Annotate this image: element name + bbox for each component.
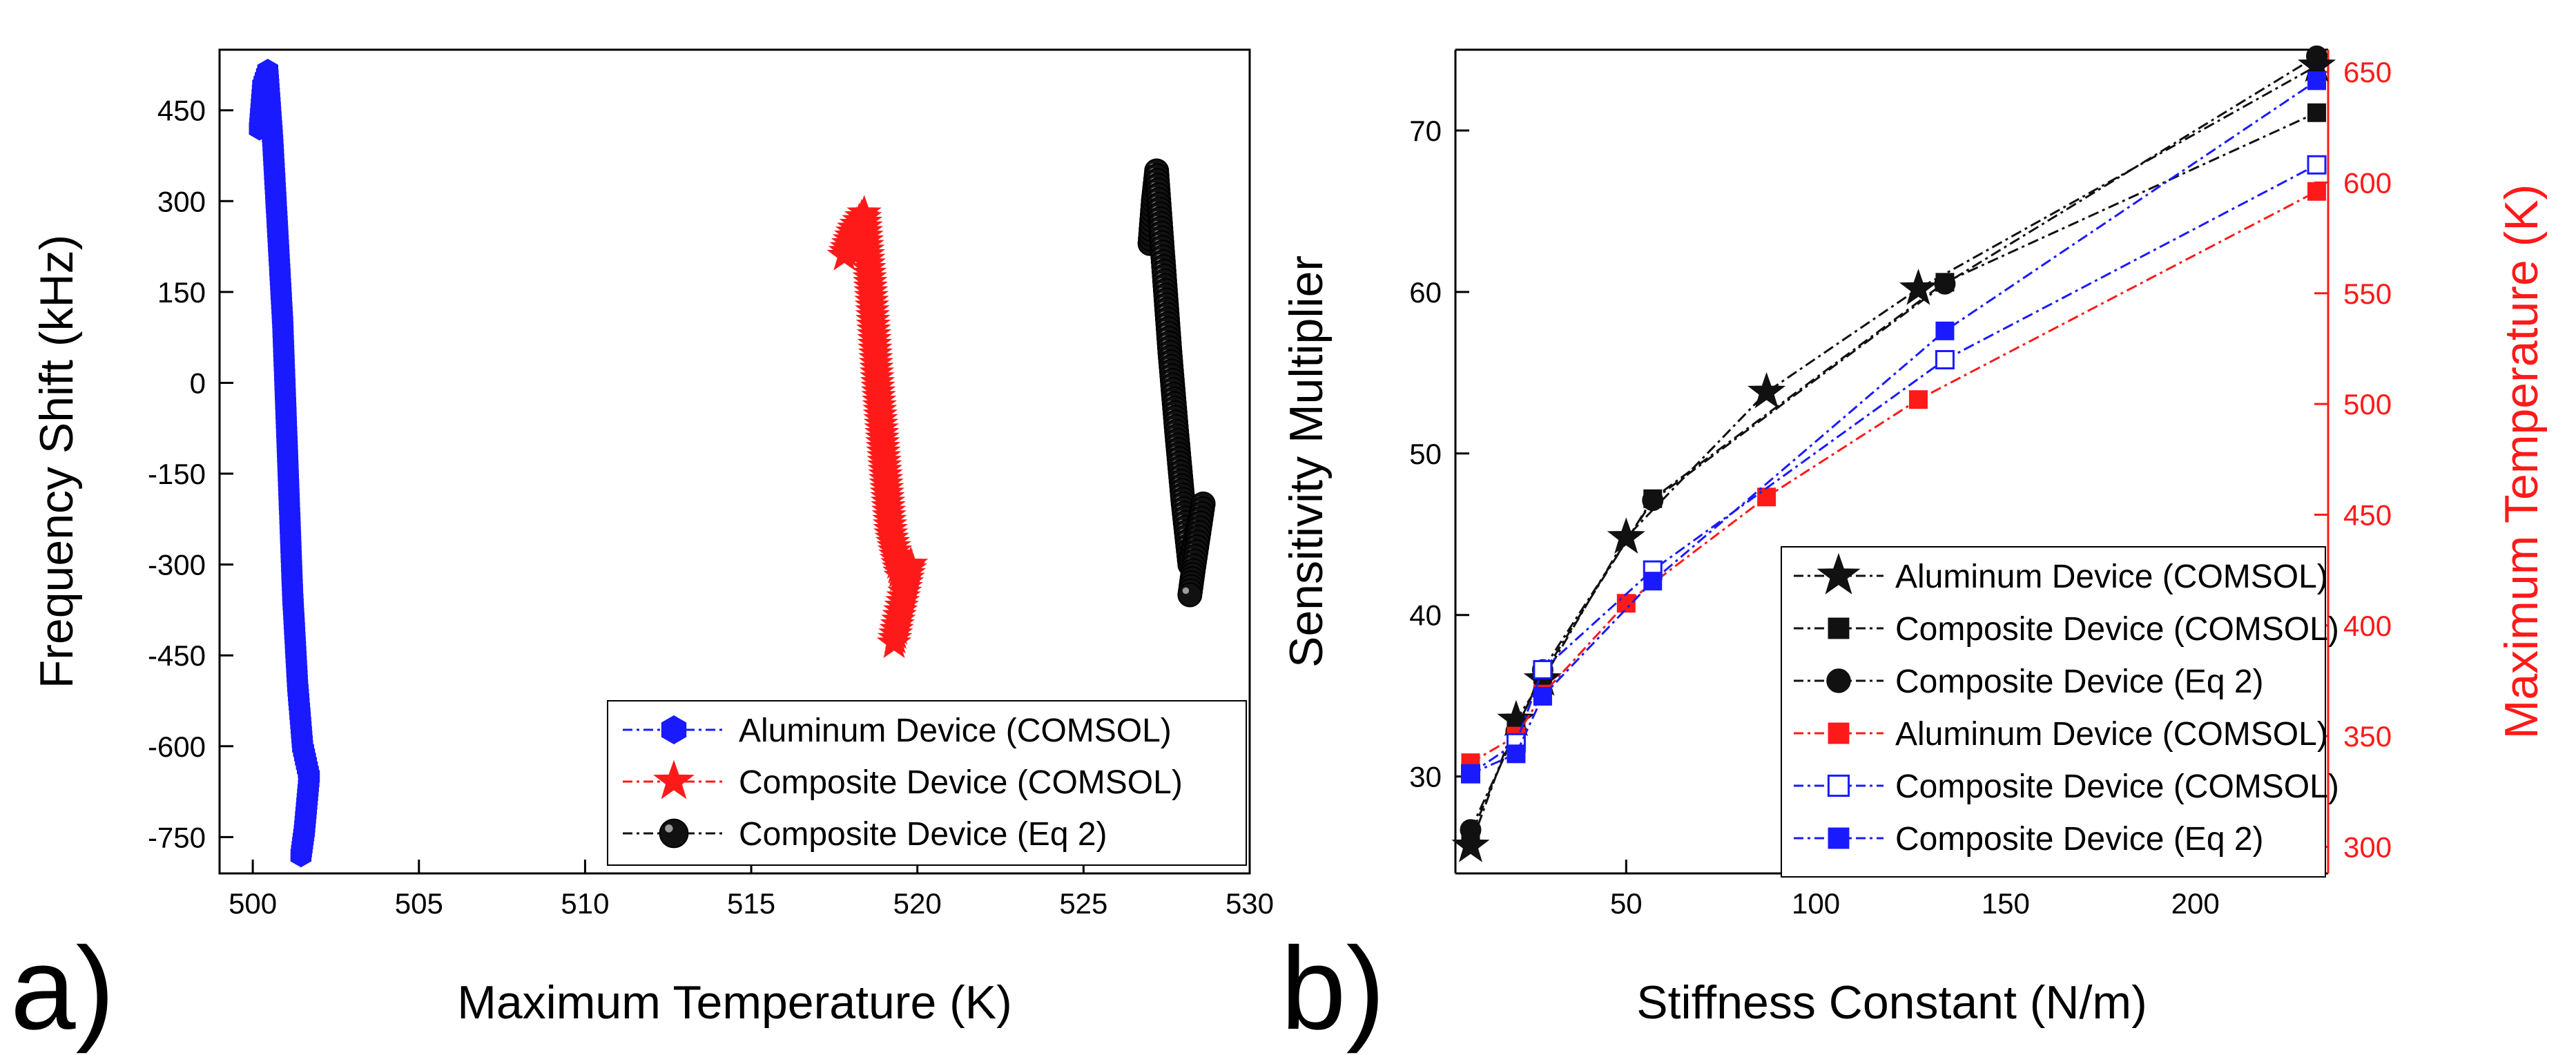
data-point — [1177, 582, 1203, 608]
y2-tick-label: 550 — [2343, 278, 2392, 310]
data-point — [1934, 273, 1956, 295]
panel-b-chart: 50 100 150 200 30 40 50 60 70 300 350 400 450 500 550 6… — [1280, 45, 2548, 1054]
legend-marker — [1826, 668, 1851, 693]
y2-tick-label: 350 — [2343, 720, 2392, 753]
y2-tick-label: 300 — [2343, 831, 2392, 864]
x-tick-label: 510 — [561, 887, 609, 920]
panel-a-chart: 500 505 510 515 520 525 530 -750 -600 -450 -300 -15… — [10, 48, 1274, 1054]
y-tick-label: 40 — [1409, 599, 1442, 632]
legend-label: Composite Device (Eq 2) — [739, 816, 1107, 853]
x-tick-label: 150 — [1982, 887, 2030, 920]
y-tick-label: 30 — [1409, 761, 1442, 793]
y-tick-label: -750 — [148, 821, 206, 853]
data-point — [1607, 517, 1645, 554]
data-point — [1616, 594, 1636, 613]
x-tick-label: 525 — [1059, 887, 1107, 920]
legend-label: Composite Device (COMSOL) — [1895, 611, 2339, 648]
x-tick-label: 500 — [229, 887, 277, 920]
x-tick-label: 515 — [727, 887, 775, 920]
legend-label: Composite Device (Eq 2) — [1895, 664, 2264, 700]
panel-label: a) — [10, 923, 115, 1054]
legend-marker-highlight — [665, 824, 673, 833]
legend-marker — [661, 715, 687, 744]
data-point — [1461, 764, 1480, 784]
legend-label: Composite Device (COMSOL) — [739, 764, 1183, 801]
legend-marker — [653, 759, 695, 800]
legend-marker — [1828, 722, 1850, 744]
data-point — [1899, 269, 1938, 305]
y-tick-label: 70 — [1409, 115, 1442, 147]
legend-box — [607, 700, 1247, 866]
data-point — [1935, 349, 1955, 369]
data-point — [1507, 744, 1526, 764]
y-axis-title: Sensitivity Multiplier — [1280, 255, 1333, 668]
data-point — [876, 625, 912, 659]
plot-frame — [218, 48, 1251, 875]
x-tick-label: 200 — [2171, 887, 2220, 920]
x-tick-label: 520 — [893, 887, 942, 920]
y2-tick-label: 600 — [2343, 166, 2392, 199]
legend-label: Aluminum Device (COMSOL) — [1895, 559, 2328, 595]
legend-marker — [1827, 774, 1850, 797]
legend-label: Composite Device (Eq 2) — [1895, 821, 2264, 858]
y-tick-label: 300 — [157, 185, 206, 217]
data-point — [290, 843, 312, 868]
data-point — [2307, 155, 2327, 175]
y-tick-label: -300 — [148, 549, 206, 581]
legend-marker — [1828, 617, 1850, 639]
x-axis-title: Stiffness Constant (N/m) — [1636, 976, 2147, 1029]
legend-marker — [1817, 552, 1861, 594]
x-tick-label: 100 — [1792, 887, 1840, 920]
x-tick-label: 505 — [395, 887, 443, 920]
y-tick-label: 60 — [1409, 276, 1442, 309]
panel-label: b) — [1281, 923, 1385, 1054]
legend-box — [1781, 546, 2326, 878]
y-tick-label: 50 — [1409, 438, 1442, 470]
legend: Aluminum Device (COMSOL) Composite Device… — [1781, 546, 2339, 878]
data-point — [2307, 71, 2327, 90]
x-tick-label: 530 — [1226, 887, 1274, 920]
legend-marker — [1828, 827, 1850, 849]
data-point — [1757, 487, 1776, 507]
y2-tick-label: 400 — [2343, 610, 2392, 642]
y2-tick-label: 500 — [2343, 388, 2392, 420]
data-point — [1935, 321, 1955, 340]
y2-tick-label: 650 — [2343, 56, 2392, 88]
data-point — [1533, 686, 1552, 706]
y2-axis-title: Maximum Temperature (K) — [2495, 184, 2548, 739]
y2-tick-label: 450 — [2343, 499, 2392, 531]
legend-label: Aluminum Device (COMSOL) — [739, 713, 1172, 749]
data-point — [1643, 572, 1663, 591]
y-tick-label: -150 — [148, 458, 206, 490]
data-point — [1460, 819, 1482, 841]
y-tick-label: 150 — [157, 276, 206, 309]
x-tick-label: 50 — [1610, 887, 1643, 920]
x-axis-title: Maximum Temperature (K) — [457, 976, 1012, 1029]
data-point — [1908, 390, 1928, 409]
legend-label: Composite Device (COMSOL) — [1895, 768, 2339, 805]
data-point — [1747, 371, 1786, 409]
series-line — [1470, 79, 2318, 775]
data-point — [2307, 182, 2327, 201]
data-point — [2307, 103, 2327, 122]
y-tick-label: 450 — [157, 95, 206, 127]
data-point — [1533, 659, 1553, 679]
legend-marker — [659, 818, 689, 849]
y-tick-label: 0 — [190, 367, 206, 399]
legend-label: Aluminum Device (COMSOL) — [1895, 716, 2328, 753]
legend: Aluminum Device (COMSOL) Composite Device… — [607, 700, 1247, 866]
data-point — [1642, 490, 1664, 512]
y-axis-title: Frequency Shift (kHz) — [30, 235, 83, 689]
data-point — [2306, 45, 2328, 67]
y-tick-label: -600 — [148, 730, 206, 763]
y-tick-label: -450 — [148, 639, 206, 672]
data-point-highlight — [1182, 587, 1190, 594]
